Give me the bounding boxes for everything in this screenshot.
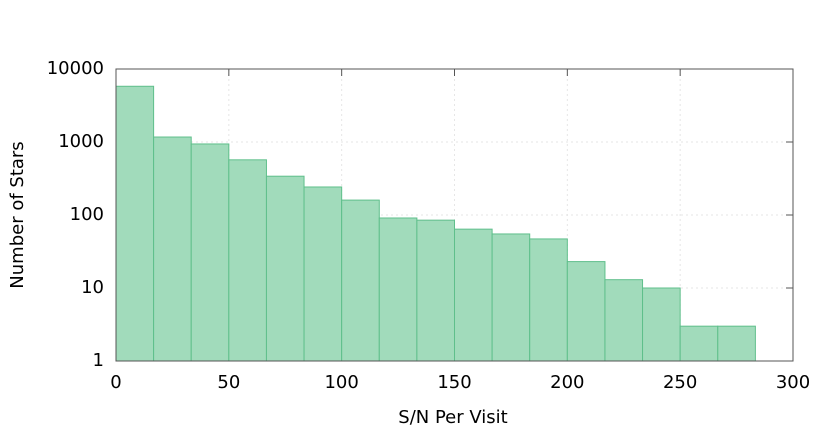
- bar: [566, 261, 606, 362]
- bar: [265, 175, 305, 362]
- plot-frame: [115, 68, 794, 362]
- x-tick-label: 50: [217, 372, 240, 393]
- y-tick-label: 1000: [58, 131, 104, 152]
- bar: [190, 143, 230, 362]
- bar: [491, 233, 531, 362]
- bar: [228, 159, 267, 362]
- bar: [378, 217, 418, 362]
- bar: [642, 287, 681, 362]
- y-axis-label: Number of Stars: [7, 141, 28, 288]
- x-tick-label: 0: [110, 372, 121, 393]
- x-tick-label: 250: [663, 372, 697, 393]
- bar: [679, 325, 719, 362]
- bar: [717, 325, 756, 362]
- bar: [529, 238, 568, 362]
- x-tick-label: 150: [437, 372, 471, 393]
- y-tick-label: 1: [93, 350, 104, 371]
- bar: [303, 186, 343, 362]
- bar: [341, 199, 380, 362]
- x-tick-label: 300: [776, 372, 810, 393]
- bar: [454, 228, 493, 362]
- bar: [153, 136, 192, 362]
- x-tick-label: 200: [550, 372, 584, 393]
- bar: [115, 85, 155, 362]
- y-tick-label: 10000: [47, 58, 104, 79]
- x-axis-label: S/N Per Visit: [398, 407, 507, 428]
- y-tick-label: 100: [70, 204, 104, 225]
- x-tick-label: 100: [324, 372, 358, 393]
- y-tick-label: 10: [81, 277, 104, 298]
- bar: [604, 279, 644, 362]
- bar: [416, 219, 456, 362]
